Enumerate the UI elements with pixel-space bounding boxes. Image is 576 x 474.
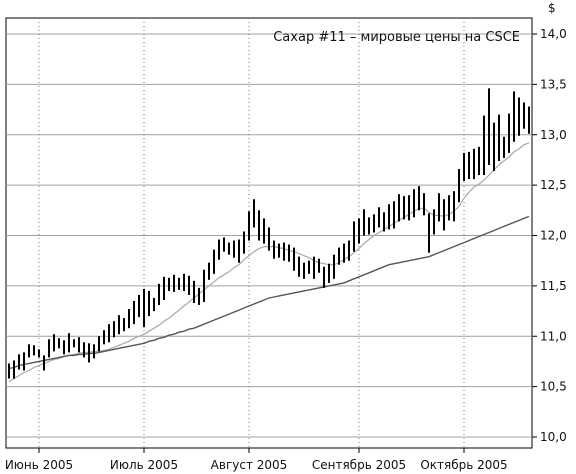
- y-tick-label: 13,0: [540, 128, 567, 142]
- y-tick-label: 12,0: [540, 229, 567, 243]
- y-tick-label: 11,5: [540, 279, 567, 293]
- y-axis: 10,0 10,5 11,0 11,5 12,0 12,5 13,0 13,5 14,0: [532, 27, 567, 444]
- price-bars: [8, 88, 530, 379]
- y-tick-label: 10,0: [540, 430, 567, 444]
- y-tick-label: 11,0: [540, 329, 567, 343]
- plot-frame: [5, 17, 533, 449]
- slow-moving-average-line: [8, 215, 530, 370]
- x-axis: Июнь 2005 Июль 2005 Август 2005 Сентябрь 20…: [5, 448, 508, 472]
- x-tick-label: Август 2005: [211, 458, 288, 472]
- y-axis-unit-label: $: [548, 1, 556, 15]
- y-tick-label: 10,5: [540, 380, 567, 394]
- fast-moving-average-line: [8, 142, 530, 383]
- y-tick-label: 14,0: [540, 27, 567, 41]
- grid: [6, 18, 532, 448]
- y-tick-label: 12,5: [540, 178, 567, 192]
- x-tick-label: Июль 2005: [110, 458, 178, 472]
- x-tick-label: Июнь 2005: [5, 458, 73, 472]
- moving-average-lines: [8, 142, 530, 383]
- chart-title: Сахар #11 – мировые цены на CSCE: [273, 30, 520, 45]
- y-tick-label: 13,5: [540, 77, 567, 91]
- x-tick-label: Сентябрь 2005: [312, 458, 406, 472]
- x-tick-label: Октябрь 2005: [420, 458, 507, 472]
